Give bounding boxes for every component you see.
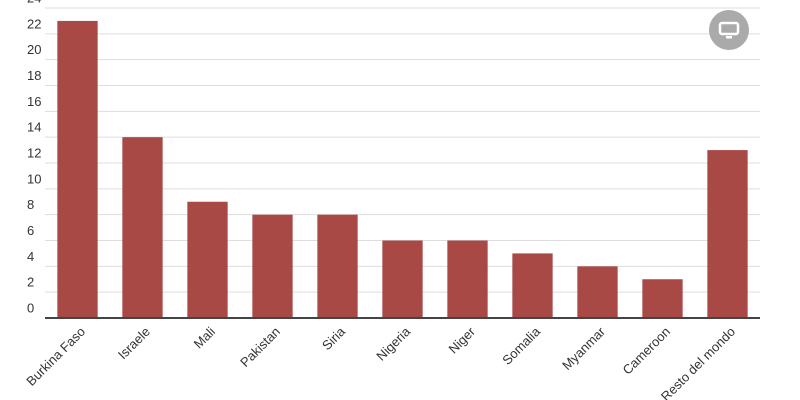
y-tick-label: 20 <box>27 42 41 57</box>
bar <box>252 214 293 318</box>
y-tick-label: 0 <box>27 300 34 315</box>
x-tick-label: Pakistan <box>237 324 283 370</box>
bar <box>512 253 553 318</box>
bar <box>642 279 683 318</box>
y-tick-label: 16 <box>27 94 41 109</box>
x-tick-label: Burkina Faso <box>23 324 88 389</box>
bar <box>577 266 618 318</box>
bar <box>707 150 748 318</box>
y-tick-label: 18 <box>27 68 41 83</box>
bar <box>447 240 488 318</box>
button-circle <box>709 10 749 50</box>
y-tick-label: 24 <box>27 0 41 5</box>
display-toggle-button[interactable] <box>709 10 749 50</box>
x-tick-label: Cameroon <box>620 324 674 378</box>
x-tick-label: Myanmar <box>559 323 608 372</box>
bar <box>382 240 423 318</box>
x-tick-label: Israele <box>115 324 153 362</box>
monitor-stand <box>726 36 732 39</box>
monitor-icon <box>718 21 740 36</box>
x-tick-label: Niger <box>445 323 478 356</box>
x-tick-label: Somalia <box>499 323 543 367</box>
x-tick-label: Siria <box>319 323 349 353</box>
y-tick-label: 8 <box>27 197 34 212</box>
x-tick-label: Mali <box>191 324 219 352</box>
bar <box>57 20 98 319</box>
x-tick-label: Nigeria <box>373 323 413 363</box>
y-tick-label: 12 <box>27 145 41 160</box>
y-tick-label: 22 <box>27 16 41 31</box>
y-tick-label: 6 <box>27 223 34 238</box>
bar <box>187 201 228 318</box>
y-tick-label: 10 <box>27 171 41 186</box>
bar <box>122 137 163 318</box>
y-tick-label: 4 <box>27 249 34 264</box>
y-tick-label: 14 <box>27 120 41 135</box>
y-tick-label: 2 <box>27 275 34 290</box>
bar <box>317 214 358 318</box>
